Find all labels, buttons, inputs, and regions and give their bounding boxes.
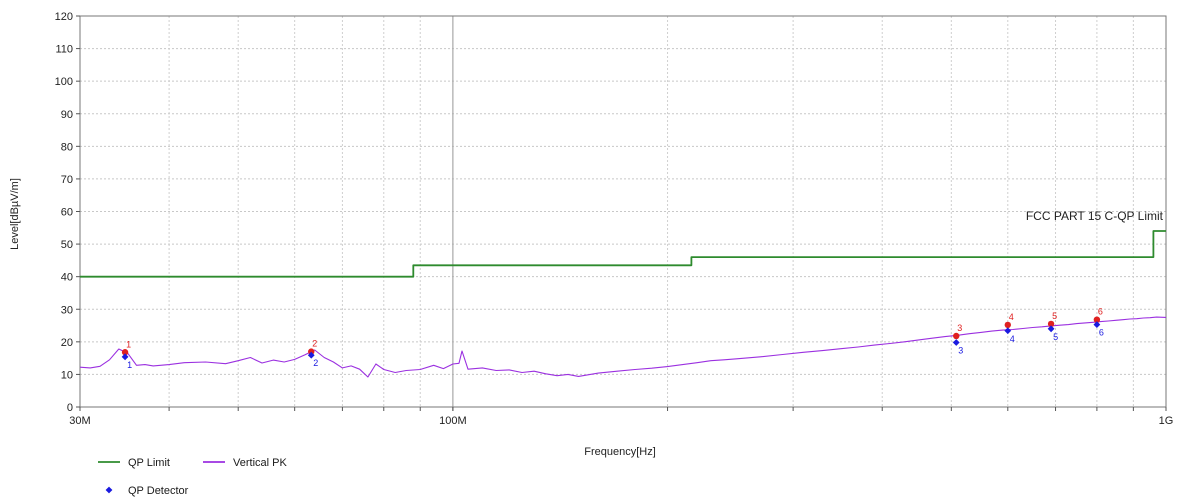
peak-marker-label: 3 [957,323,962,333]
peak-marker [1093,316,1101,323]
peak-marker [1047,320,1055,328]
y-axis: 0 10 20 30 40 50 60 70 80 90 100 110 120 [55,11,80,414]
x-tick-label: 100M [439,415,467,427]
x-tick-label: 30M [69,415,90,427]
qp-marker-label: 3 [958,345,963,355]
y-tick-label: 30 [61,304,73,316]
peak-marker [308,348,315,355]
legend-label-vertical-pk: Vertical PK [233,457,287,469]
legend-label-qp-limit: QP Limit [128,457,170,469]
x-axis: 30M 100M 1G [69,407,1173,427]
x-axis-title: Frequency[Hz] [584,446,656,458]
y-tick-label: 20 [61,337,73,349]
x-tick-label: 1G [1159,415,1174,427]
y-tick-label: 100 [55,76,73,88]
y-tick-label: 80 [61,141,73,153]
peak-marker-label: 5 [1052,311,1057,321]
y-tick-label: 60 [61,207,73,219]
peak-marker [953,332,960,340]
peak-marker-label: 6 [1098,307,1103,317]
grid [79,15,1167,408]
peak-marker-label: 4 [1009,312,1014,322]
limit-line-label: FCC PART 15 C-QP Limit [1026,209,1164,223]
qp-marker-label: 5 [1053,332,1058,342]
qp-detector-marker [1047,325,1055,333]
y-tick-label: 10 [61,369,73,381]
qp-detector-marker [1004,327,1012,335]
y-tick-label: 50 [61,239,73,251]
legend: QP Limit Vertical PK QP Detector [98,457,287,497]
peak-marker-label: 2 [312,339,317,349]
y-tick-label: 110 [55,44,73,56]
qp-limit-line [80,230,1166,278]
qp-marker-label: 4 [1010,334,1015,344]
y-tick-label: 0 [67,402,73,414]
series-layer [79,230,1167,378]
legend-swatch-qp-detector [105,486,113,494]
qp-marker-label: 1 [127,360,132,370]
qp-detector-marker [307,351,315,359]
qp-detector-marker [121,353,129,361]
legend-label-qp-detector: QP Detector [128,485,189,497]
peak-marker [1004,321,1011,329]
qp-marker-label: 6 [1099,328,1104,338]
peak-marker [121,349,129,356]
plot-area [79,15,1167,408]
y-tick-label: 120 [55,11,73,23]
qp-detector-marker [1093,321,1101,328]
y-tick-label: 40 [61,272,73,284]
marker-layer: 1 1 2 2 3 3 4 4 5 5 6 6 [121,307,1104,370]
y-axis-title: Level[dBµV/m] [9,178,21,250]
y-tick-label: 90 [61,109,73,121]
y-tick-label: 70 [61,174,73,186]
vertical-pk-line [79,316,1167,378]
qp-marker-label: 2 [313,358,318,368]
qp-detector-marker [952,339,960,346]
peak-marker-label: 1 [126,339,131,349]
